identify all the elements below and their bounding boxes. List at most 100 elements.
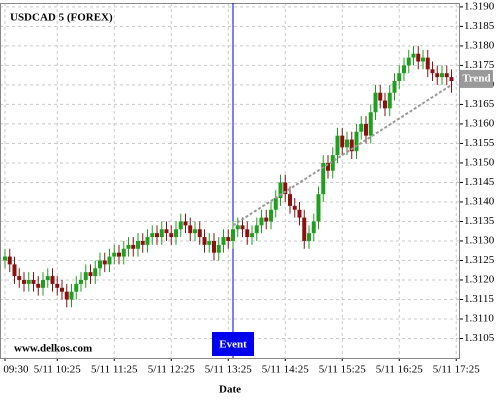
y-tick-label: 1.3130 — [464, 234, 495, 246]
chart-title: USDCAD 5 (FOREX) — [10, 12, 113, 24]
y-tick-label: 1.3115 — [464, 293, 494, 305]
candle-body — [79, 279, 83, 284]
candle-body — [150, 233, 155, 238]
candle-body — [359, 123, 364, 132]
candle-body — [69, 291, 74, 300]
x-tick-label: 5/11 09:30 — [0, 364, 29, 376]
candle-body — [383, 100, 387, 109]
y-tick-label: 1.3165 — [464, 98, 495, 110]
y-tick-label: 1.3160 — [464, 117, 495, 129]
candle-body — [425, 57, 430, 70]
y-tick-label: 1.3110 — [464, 313, 494, 325]
candle-body — [378, 92, 383, 101]
y-tick-label: 1.3140 — [464, 195, 495, 207]
candle-body — [98, 260, 102, 269]
candle-body — [226, 237, 231, 241]
candle-body — [297, 209, 302, 218]
candle-body — [235, 225, 240, 230]
candle-body — [259, 217, 264, 226]
candle-body — [392, 81, 397, 93]
candle-body — [421, 57, 425, 62]
candle-body — [240, 225, 245, 230]
candle-body — [373, 92, 378, 113]
x-tick-label: 5/11 13:25 — [205, 364, 252, 376]
candle-body — [406, 57, 411, 66]
candle-body — [121, 248, 126, 257]
candle-body — [55, 283, 60, 288]
candle-body — [316, 194, 321, 222]
candle-body — [107, 256, 112, 265]
candle-body — [17, 276, 22, 280]
trend-label-box — [460, 69, 493, 88]
candle-body — [311, 221, 316, 234]
candle-body — [292, 205, 297, 210]
y-tick-label: 1.3125 — [464, 254, 495, 266]
x-tick-label: 5/11 16:25 — [376, 364, 423, 376]
candle-body — [169, 233, 174, 238]
candle-body — [326, 162, 330, 171]
candle-body — [36, 283, 41, 288]
candle-body — [202, 237, 207, 245]
y-tick-label: 1.3180 — [464, 39, 495, 51]
candle-body — [131, 244, 136, 249]
candle-body — [340, 135, 345, 148]
candle-body — [264, 217, 269, 222]
candle-body — [26, 279, 31, 284]
candle-body — [45, 276, 50, 280]
candle-body — [416, 53, 421, 62]
candle-body — [440, 73, 444, 78]
candle-body — [50, 276, 55, 284]
candle-body — [183, 221, 188, 226]
candle-body — [193, 229, 197, 234]
candle-body — [402, 65, 406, 74]
candle-body — [102, 260, 107, 265]
candle-body — [136, 240, 140, 249]
candle-body — [397, 73, 402, 82]
y-tick-label: 1.3190 — [464, 0, 495, 12]
candle-body — [250, 233, 254, 238]
candle-body — [283, 182, 288, 195]
candle-body — [221, 237, 226, 245]
candle-body — [112, 252, 117, 257]
x-tick-label: 5/11 15:25 — [319, 364, 366, 376]
candle-body — [3, 256, 7, 261]
event-label: Event — [219, 339, 247, 351]
candle-body — [93, 268, 98, 277]
candle-body — [212, 240, 216, 253]
candle-body — [197, 229, 202, 238]
candle-body — [31, 279, 36, 284]
candle-body — [145, 237, 150, 245]
candle-body — [349, 139, 354, 152]
candle-body — [335, 135, 340, 156]
candle-body — [140, 240, 145, 245]
candle-body — [321, 162, 326, 195]
candle-body — [354, 131, 359, 152]
candle-body — [273, 198, 278, 210]
plot-frame — [0, 3, 460, 359]
candle-body — [174, 229, 178, 238]
candle-body — [302, 217, 307, 241]
candle-body — [74, 283, 79, 292]
y-tick-label: 1.3120 — [464, 274, 495, 286]
candle-body — [364, 123, 368, 136]
y-tick-label: 1.3105 — [464, 332, 495, 344]
candle-body — [449, 77, 454, 82]
candle-body — [411, 53, 416, 58]
x-tick-label: 5/11 17:25 — [433, 364, 480, 376]
candle-body — [7, 256, 12, 265]
candle-body — [41, 279, 45, 288]
x-axis-title: Date — [219, 384, 241, 396]
candle-body — [207, 240, 212, 245]
watermark: www.delkos.com — [14, 343, 92, 355]
candle-body — [178, 221, 183, 230]
x-tick-label: 5/11 12:25 — [148, 364, 195, 376]
candle-body — [435, 73, 440, 78]
candle-body — [278, 182, 283, 199]
candle-body — [164, 229, 169, 234]
x-tick-label: 5/11 14:25 — [262, 364, 309, 376]
trend-label: Trend — [462, 72, 490, 84]
candle-body — [368, 112, 373, 136]
candle-body — [155, 233, 159, 238]
x-tick-label: 5/11 10:25 — [34, 364, 81, 376]
candle-body — [330, 155, 335, 171]
